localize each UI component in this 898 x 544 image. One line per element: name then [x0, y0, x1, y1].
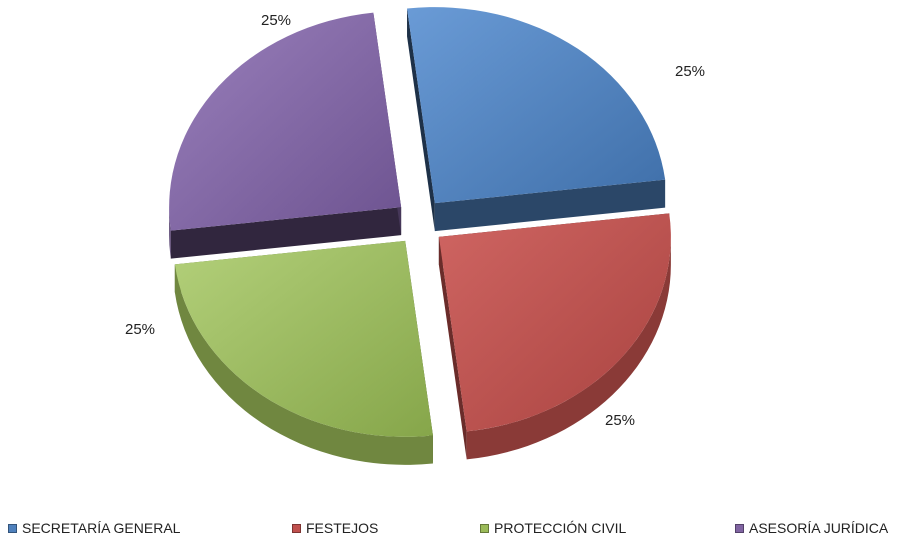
legend: SECRETARÍA GENERAL FESTEJOS PROTECCIÓN C… — [0, 520, 898, 542]
pie-slice-secretaria-general — [407, 7, 666, 232]
pie-slice-wall-asesoria-juridica — [170, 207, 402, 259]
pie-slice-top-festejos — [438, 213, 671, 432]
legend-item-proteccion-civil: PROTECCIÓN CIVIL — [480, 520, 626, 536]
pie-slice-rim-festejos — [466, 236, 671, 460]
pie-slice-top-secretaria-general — [407, 7, 666, 204]
pie-slice-wall-festejos — [438, 236, 467, 460]
legend-swatch-proteccion-civil — [480, 523, 489, 533]
pie-slice-wall-secretaria-general — [407, 8, 435, 232]
legend-item-asesoria-juridica: ASESORÍA JURÍDICA — [735, 520, 888, 536]
legend-label-festejos: FESTEJOS — [306, 520, 379, 536]
data-label-secretaria-general: 25% — [675, 63, 705, 80]
legend-swatch-secretaria-general — [8, 523, 17, 533]
pie-slice-top-proteccion-civil — [174, 240, 433, 437]
pie-slice-proteccion-civil — [174, 240, 433, 465]
legend-swatch-festejos — [292, 523, 301, 533]
legend-swatch-asesoria-juridica — [735, 523, 744, 533]
pie-slice-asesoria-juridica — [169, 12, 402, 259]
legend-item-festejos: FESTEJOS — [292, 520, 378, 536]
data-label-festejos: 25% — [605, 412, 635, 429]
legend-label-proteccion-civil: PROTECCIÓN CIVIL — [494, 520, 627, 536]
data-label-proteccion-civil: 25% — [125, 321, 155, 338]
data-label-asesoria-juridica: 25% — [261, 12, 291, 29]
pie-slice-rim-proteccion-civil — [174, 264, 433, 465]
legend-label-asesoria-juridica: ASESORÍA JURÍDICA — [749, 520, 889, 536]
pie-slice-festejos — [438, 213, 671, 460]
legend-label-secretaria-general: SECRETARÍA GENERAL — [22, 520, 181, 536]
pie-slice-wall-secretaria-general — [434, 179, 666, 232]
legend-item-secretaria-general: SECRETARÍA GENERAL — [8, 520, 180, 536]
pie-slice-rim-asesoria-juridica — [169, 207, 171, 259]
pie-slice-top-asesoria-juridica — [169, 12, 402, 231]
